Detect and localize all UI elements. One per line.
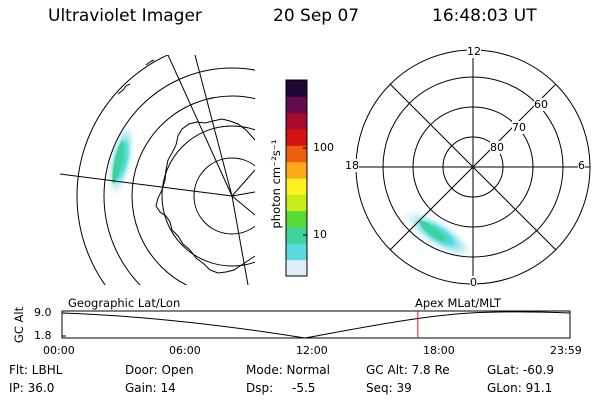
instrument-title: Ultraviolet Imager bbox=[48, 6, 202, 26]
mlt-label-18: 18 bbox=[345, 159, 359, 172]
lat-circle bbox=[161, 125, 255, 267]
aurora-core-right bbox=[419, 220, 445, 242]
info-gain: Gain: 14 bbox=[125, 381, 176, 395]
geographic-map bbox=[60, 55, 255, 285]
aurora-core-left bbox=[112, 140, 124, 184]
alt-ylabel: GC Alt bbox=[12, 306, 26, 344]
info-door: Door: Open bbox=[125, 363, 194, 377]
alt-xtick-0600: 06:00 bbox=[169, 344, 201, 357]
mlt-label-0: 0 bbox=[470, 276, 477, 289]
mlt-line-diag bbox=[389, 83, 557, 251]
meridian bbox=[167, 55, 233, 197]
colorbar bbox=[285, 79, 308, 277]
info-dsp: Dsp: bbox=[246, 381, 274, 395]
colorbar-segment bbox=[286, 227, 307, 244]
lat-circle bbox=[103, 67, 255, 285]
date-label: 20 Sep 07 bbox=[273, 6, 360, 26]
meridian bbox=[194, 55, 233, 197]
colorbar-segment bbox=[286, 210, 307, 228]
meridian bbox=[231, 169, 255, 197]
colorbar-segment bbox=[286, 161, 307, 179]
lat-circle bbox=[193, 157, 255, 235]
alt-right-title: Apex MLat/MLT bbox=[415, 296, 502, 310]
mlt-label-6: 6 bbox=[578, 159, 585, 172]
info-mode: Mode: Normal bbox=[246, 363, 330, 377]
altitude-plot bbox=[61, 310, 571, 339]
info-ip: IP: 36.0 bbox=[9, 381, 55, 395]
alt-xtick-2359: 23:59 bbox=[550, 344, 582, 357]
colorbar-segment bbox=[286, 80, 307, 97]
apex-polar-map bbox=[355, 49, 591, 285]
coastline-fragment bbox=[117, 59, 155, 95]
lat-circle bbox=[76, 55, 169, 285]
alt-curve bbox=[61, 311, 571, 339]
info-seq: Seq: 39 bbox=[366, 381, 412, 395]
colorbar-segment bbox=[286, 194, 307, 212]
alt-ytick-label-9: 9.0 bbox=[34, 306, 52, 319]
info-glat: GLat: -60.9 bbox=[487, 363, 554, 377]
meridian bbox=[231, 195, 255, 216]
lat-circle bbox=[131, 95, 255, 285]
alt-left-title: Geographic Lat/Lon bbox=[68, 296, 181, 310]
alt-xtick-1800: 18:00 bbox=[423, 344, 455, 357]
colorbar-segment bbox=[286, 243, 307, 261]
colorbar-frame bbox=[285, 79, 308, 277]
alt-xtick-0000: 00:00 bbox=[43, 344, 75, 357]
colorbar-segment bbox=[286, 178, 307, 195]
alt-ytick-label-1: 1.8 bbox=[34, 329, 52, 342]
colorbar-segment bbox=[286, 112, 307, 130]
meridian bbox=[60, 173, 233, 197]
mlat-label-80: 80 bbox=[490, 141, 504, 154]
alt-xtick-1200: 12:00 bbox=[296, 344, 328, 357]
colorbar-unit-label: photon cm⁻²s⁻¹ bbox=[269, 139, 283, 229]
meridian bbox=[231, 191, 255, 197]
time-label: 16:48:03 UT bbox=[432, 6, 537, 26]
colorbar-segment bbox=[286, 259, 307, 277]
mlt-label-12: 12 bbox=[467, 45, 481, 58]
colorbar-tick-label-100: 100 bbox=[313, 141, 334, 154]
colorbar-segment bbox=[286, 145, 307, 163]
info-glon: GLon: 91.1 bbox=[487, 381, 553, 395]
info-gc-alt: GC Alt: 7.8 Re bbox=[366, 363, 450, 377]
alt-plot-frame bbox=[61, 310, 571, 339]
info-dsp-value: -5.5 bbox=[292, 381, 316, 395]
mlat-label-60: 60 bbox=[534, 98, 548, 111]
mlat-label-70: 70 bbox=[512, 121, 526, 134]
info-filter: Flt: LBHL bbox=[9, 363, 63, 377]
antarctica-coastline bbox=[155, 118, 255, 274]
colorbar-tick-label-10: 10 bbox=[313, 228, 327, 241]
meridian bbox=[231, 195, 249, 285]
colorbar-segment bbox=[286, 96, 307, 114]
colorbar-segment bbox=[286, 129, 307, 146]
